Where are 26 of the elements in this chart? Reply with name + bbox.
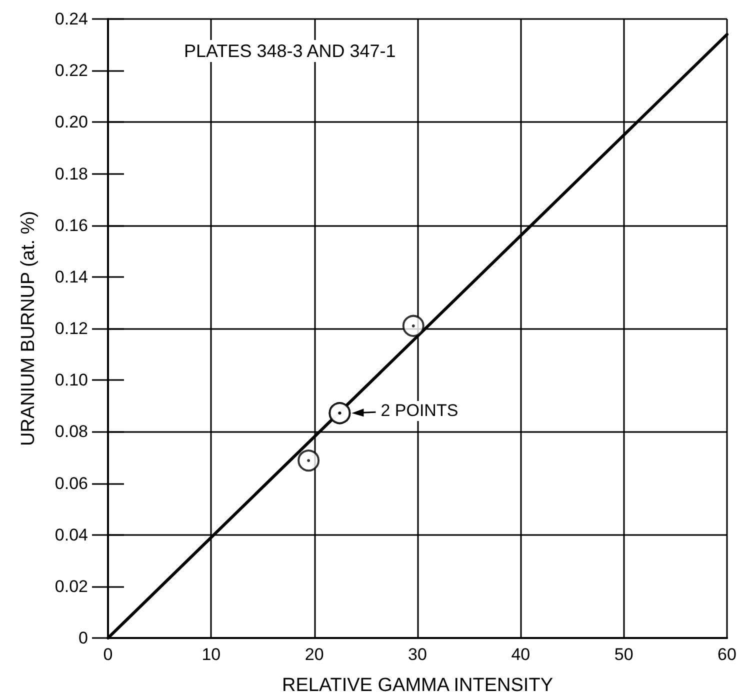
- x-tick-label: 60: [718, 645, 736, 664]
- point: [402, 314, 424, 337]
- y-tick-label: 0.20: [54, 112, 88, 132]
- point: [298, 450, 320, 472]
- y-tick-label: 0.08: [54, 422, 88, 442]
- y-tick-label: 0.14: [54, 267, 88, 286]
- x-tick-label: 30: [408, 645, 427, 664]
- y-tick-label: 0.24: [54, 10, 88, 28]
- y-tick-label: 0.06: [54, 474, 88, 493]
- y-tick-label: 0.10: [54, 370, 88, 390]
- y-tick-label: 0: [78, 628, 88, 648]
- y-tick-label: 0.04: [54, 525, 88, 544]
- y-tick-label: 0.02: [54, 576, 88, 596]
- annotation: PLATES 348-3 AND 347-1: [184, 41, 396, 61]
- x-tick-label: 20: [304, 645, 324, 664]
- annotation: 2 POINTS: [378, 401, 460, 422]
- x-tick-label: 10: [202, 645, 221, 664]
- y-tick-label: 0.12: [54, 319, 88, 338]
- y-tick-label: 0.22: [54, 61, 88, 80]
- x-tick-label: 50: [614, 645, 634, 664]
- x-tick-label: 0: [103, 645, 113, 664]
- x-tick-label: 40: [511, 645, 530, 664]
- y-axis-title: URANIUM BURNUP (at. %): [18, 210, 39, 446]
- y-tick-label: 0.16: [54, 216, 88, 235]
- x-axis-title: RELATIVE GAMMA INTENSITY: [282, 675, 554, 696]
- y-tick-label: 0.18: [54, 164, 88, 184]
